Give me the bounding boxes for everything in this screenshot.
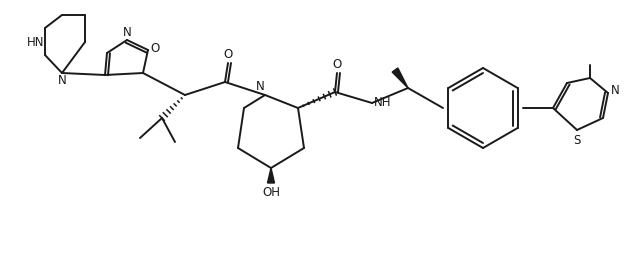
Text: N: N <box>58 74 67 86</box>
Text: O: O <box>332 59 342 71</box>
Polygon shape <box>392 68 408 88</box>
Text: OH: OH <box>262 187 280 199</box>
Text: N: N <box>611 84 619 96</box>
Text: HN: HN <box>27 36 45 49</box>
Text: S: S <box>573 133 581 147</box>
Text: O: O <box>223 49 233 61</box>
Polygon shape <box>268 168 275 183</box>
Text: N: N <box>256 80 264 93</box>
Text: NH: NH <box>374 96 392 109</box>
Text: N: N <box>122 27 131 39</box>
Text: O: O <box>150 42 160 54</box>
